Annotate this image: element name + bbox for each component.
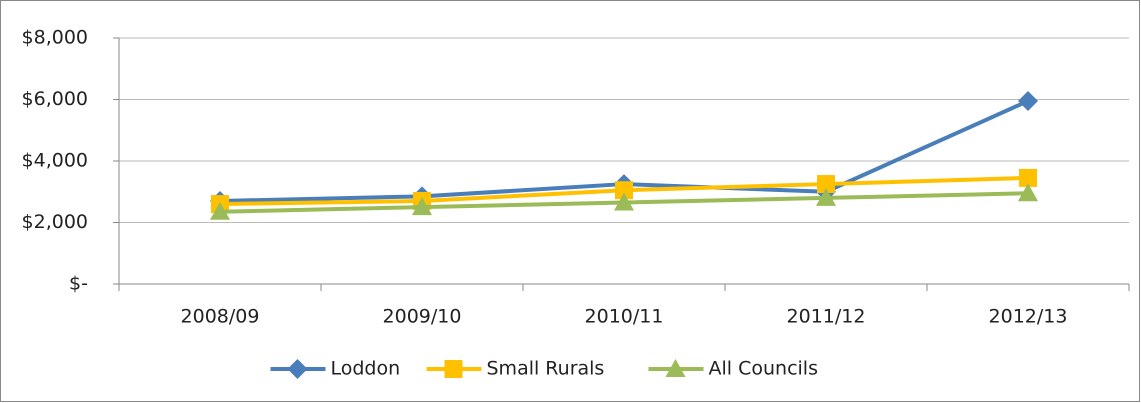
y-tick-label: $8,000 [22,27,88,49]
y-tick-label: $4,000 [22,150,88,172]
legend-marker [444,360,463,378]
legend-label: Loddon [331,358,401,380]
legend-marker [287,359,308,379]
data-point [1018,91,1038,112]
x-tick-label: 2009/10 [383,306,462,328]
data-point [614,192,634,211]
x-tick-label: 2011/12 [787,306,866,328]
data-point [210,201,230,220]
y-tick-label: $6,000 [22,88,88,110]
legend-marker [665,359,686,377]
data-point [1018,183,1038,202]
legend-label: All Councils [709,358,818,380]
x-tick-label: 2010/11 [585,306,664,328]
data-point [816,187,836,206]
y-tick-label: $- [69,273,88,295]
x-tick-label: 2008/09 [181,306,260,328]
x-tick-label: 2012/13 [989,306,1068,328]
data-point [412,197,432,216]
data-point [615,181,633,200]
y-tick-label: $2,000 [22,211,88,233]
data-point [1019,168,1037,187]
data-point [817,175,835,194]
legend-label: Small Rurals [487,358,605,380]
